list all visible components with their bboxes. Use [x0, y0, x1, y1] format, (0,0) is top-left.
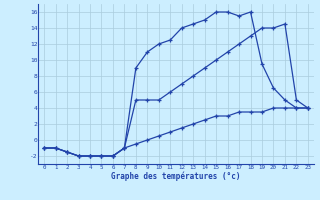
X-axis label: Graphe des températures (°c): Graphe des températures (°c) [111, 171, 241, 181]
